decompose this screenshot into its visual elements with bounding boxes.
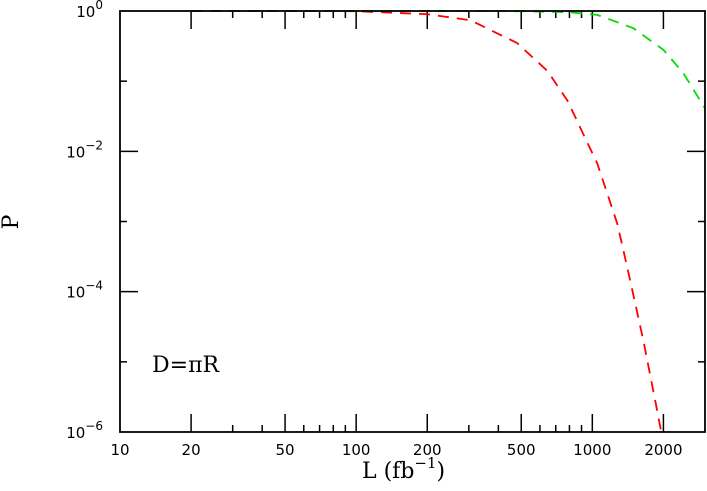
y-tick-labels: 100 10−2 10−4 10−6 [66,0,103,442]
x-tick-label: 10 [110,441,129,459]
x-tick-label: 50 [276,441,295,459]
x-tick-labels: 10 20 50 100 200 500 1000 2000 [110,441,682,459]
y-axis-label: P [0,214,24,229]
x-tick-label: 200 [413,441,442,459]
y-tick-label: 10−6 [66,419,103,442]
x-tick-label: 500 [507,441,536,459]
x-tick-label: 2000 [644,441,682,459]
y-tick-label: 10−2 [66,138,103,161]
x-tick-label: 100 [342,441,371,459]
series-line-1 [191,10,663,433]
x-axis-label: L (fb−1) [362,454,445,484]
annotation: D=πR [152,353,221,378]
axis-ticks [120,11,705,432]
x-tick-label: 1000 [573,441,611,459]
series-line-2 [191,10,706,109]
series-lines [191,10,706,433]
y-tick-label: 10−4 [66,279,103,302]
x-tick-label: 20 [182,441,201,459]
y-tick-label: 100 [76,0,103,21]
plot-frame [119,10,706,433]
